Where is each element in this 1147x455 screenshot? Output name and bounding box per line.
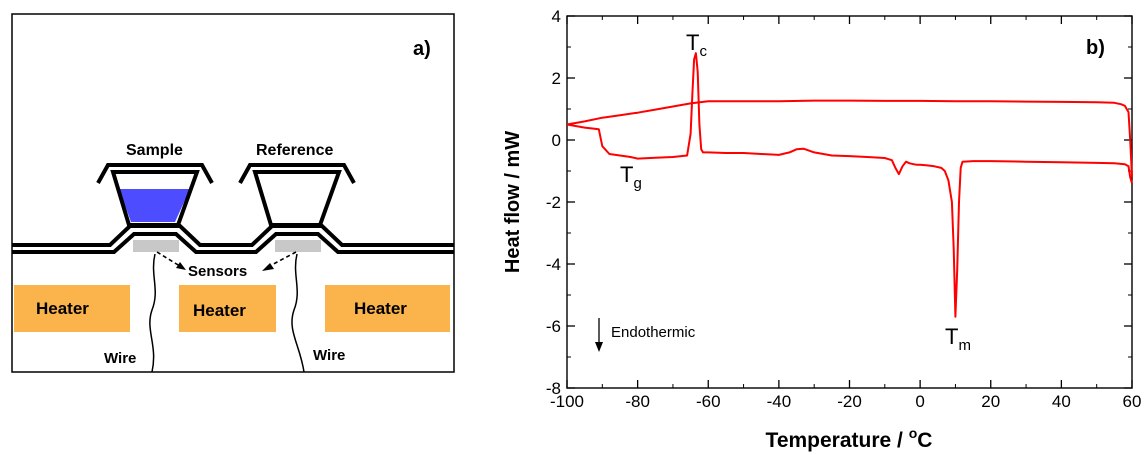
reference-pan-body	[252, 170, 342, 227]
heater-middle-label: Heater	[193, 301, 246, 320]
heater-right	[325, 285, 450, 332]
x-axis-label: Temperature / oC	[766, 425, 933, 452]
panel-a-frame	[11, 13, 455, 373]
sensor-sample	[133, 240, 179, 252]
wire-left	[149, 253, 156, 373]
y-tick-label: -2	[546, 193, 561, 212]
panel-b-label: b)	[1086, 37, 1105, 59]
y-tick-label: 0	[552, 131, 561, 150]
endothermic-arrow-head	[595, 342, 603, 352]
x-tick-label: -40	[767, 392, 792, 411]
base-plate-upper	[12, 224, 454, 247]
sample-label: Sample	[126, 142, 183, 159]
x-tick-label: 0	[915, 392, 924, 411]
y-tick-label: -8	[546, 379, 561, 398]
y-tick-label: -4	[546, 255, 561, 274]
y-axis-label: Heat flow / mW	[502, 131, 524, 273]
heater-left-label: Heater	[36, 299, 89, 318]
x-tick-label: -100	[550, 392, 584, 411]
sample-liquid	[119, 189, 190, 222]
x-tick-label: -80	[625, 392, 650, 411]
sensors-label: Sensors	[188, 263, 247, 280]
heater-middle	[179, 285, 276, 332]
sample-pan-body	[110, 170, 200, 227]
y-tick-label: -6	[546, 317, 561, 336]
x-tick-label: 60	[1123, 392, 1142, 411]
heater-right-label: Heater	[354, 299, 407, 318]
heater-left	[14, 285, 130, 332]
data-series	[566, 52, 1133, 318]
x-tick-label: -60	[696, 392, 721, 411]
panel-a-schematic: a) Heater Heater Heater Sample Reference…	[11, 13, 455, 373]
sensor-arrow-left	[156, 251, 184, 269]
reference-label: Reference	[256, 142, 333, 159]
wire-left-label: Wire	[104, 350, 136, 367]
tm-annotation: Tm	[945, 324, 971, 354]
tc-annotation: Tc	[686, 30, 707, 60]
x-tick-label: 20	[981, 392, 1000, 411]
wire-right	[291, 253, 305, 373]
series-line-1	[566, 52, 1133, 318]
wire-right-label: Wire	[313, 347, 345, 364]
sensor-arrow-left-head	[176, 262, 186, 270]
series-line-2	[566, 99, 1133, 178]
x-tick-label: -20	[837, 392, 862, 411]
sensor-arrow-right-head	[262, 263, 274, 271]
tg-annotation: Tg	[620, 162, 642, 192]
sensor-reference	[275, 240, 321, 252]
endothermic-label: Endothermic	[611, 324, 696, 341]
sample-pan	[96, 163, 214, 184]
reference-pan	[238, 163, 356, 184]
y-tick-label: 2	[552, 69, 561, 88]
y-tick-label: 4	[552, 7, 561, 26]
base-plate-lower	[12, 232, 454, 254]
panel-a-label: a)	[413, 38, 431, 60]
x-tick-label: 40	[1052, 392, 1071, 411]
